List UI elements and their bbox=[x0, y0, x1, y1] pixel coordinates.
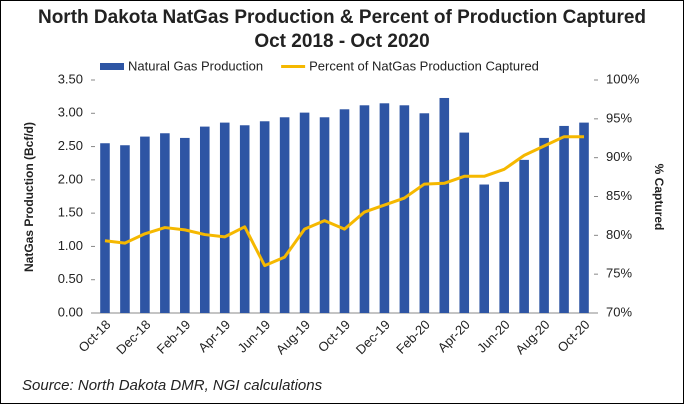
legend-label: Percent of NatGas Production Captured bbox=[309, 58, 539, 73]
bar bbox=[199, 126, 210, 313]
bar bbox=[379, 103, 390, 313]
y-tick-label: 2.00 bbox=[58, 171, 83, 186]
legend-label: Natural Gas Production bbox=[128, 58, 263, 73]
source-note: Source: North Dakota DMR, NGI calculatio… bbox=[22, 377, 323, 394]
bar bbox=[559, 125, 569, 313]
y-tick-label: 2.50 bbox=[58, 138, 83, 153]
bar bbox=[439, 97, 450, 313]
bar bbox=[239, 125, 250, 313]
y2-axis-label: % Captured bbox=[652, 164, 666, 231]
y-tick-label: 3.00 bbox=[58, 105, 83, 120]
y2-tick-label: 95% bbox=[606, 110, 632, 125]
bar bbox=[259, 121, 270, 313]
bar bbox=[519, 159, 529, 313]
line bbox=[104, 135, 585, 268]
chart-subtitle: Oct 2018 - Oct 2020 bbox=[254, 31, 429, 52]
y-tick-label: 1.00 bbox=[58, 238, 83, 253]
y2-tick-label: 75% bbox=[606, 266, 632, 281]
legend-swatch bbox=[100, 63, 124, 70]
bar bbox=[140, 136, 150, 313]
chart-title: North Dakota NatGas Production & Percent… bbox=[38, 7, 646, 28]
y-axis-label: NatGas Production (Bcf/d) bbox=[22, 122, 36, 272]
bar bbox=[339, 109, 350, 313]
bar bbox=[219, 122, 230, 313]
bar bbox=[359, 105, 370, 313]
bar bbox=[579, 122, 589, 313]
bar bbox=[399, 105, 410, 313]
bar bbox=[499, 181, 509, 313]
y2-tick-label: 70% bbox=[606, 304, 632, 319]
y-tick-label: 1.50 bbox=[58, 205, 83, 220]
y2-tick-label: 90% bbox=[606, 149, 632, 164]
bar bbox=[539, 137, 549, 313]
bar bbox=[160, 133, 170, 313]
bar bbox=[100, 143, 110, 313]
bar bbox=[279, 117, 290, 313]
bar bbox=[419, 113, 430, 314]
y2-tick-label: 100% bbox=[606, 71, 640, 86]
bar bbox=[299, 112, 310, 314]
y2-tick-label: 80% bbox=[606, 227, 632, 242]
bar bbox=[180, 137, 190, 313]
bar bbox=[459, 132, 470, 313]
bar bbox=[319, 117, 330, 313]
y-tick-label: 0.00 bbox=[58, 304, 83, 319]
y2-tick-label: 85% bbox=[606, 188, 632, 203]
bar bbox=[120, 145, 130, 313]
y-tick-label: 3.50 bbox=[58, 71, 83, 86]
bar bbox=[479, 184, 490, 313]
y-tick-label: 0.50 bbox=[58, 271, 83, 286]
